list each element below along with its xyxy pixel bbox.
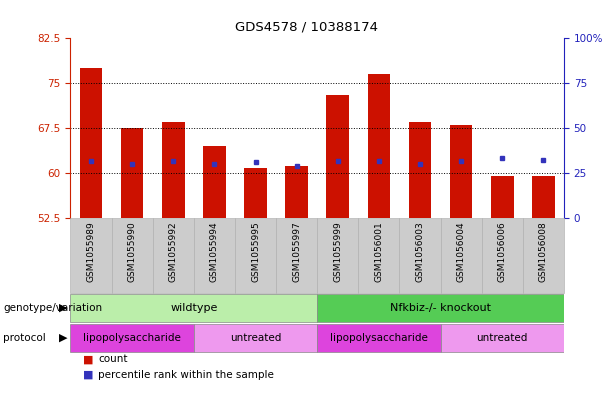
Text: GSM1055992: GSM1055992	[169, 222, 178, 283]
Bar	[532, 176, 555, 218]
Text: percentile rank within the sample: percentile rank within the sample	[98, 370, 274, 380]
Text: GSM1055990: GSM1055990	[128, 222, 137, 283]
Text: GSM1055995: GSM1055995	[251, 222, 260, 283]
Text: lipopolysaccharide: lipopolysaccharide	[83, 333, 181, 343]
Bar	[523, 218, 564, 293]
Text: GSM1055989: GSM1055989	[86, 222, 96, 283]
Bar	[194, 218, 235, 293]
Bar	[359, 218, 400, 293]
Text: GSM1055999: GSM1055999	[333, 222, 342, 283]
Text: GSM1056008: GSM1056008	[539, 222, 548, 283]
Bar	[441, 218, 482, 293]
Bar	[318, 324, 441, 352]
Text: count: count	[98, 354, 128, 364]
Bar	[121, 128, 143, 218]
Text: ■: ■	[83, 370, 93, 380]
Bar	[194, 324, 318, 352]
Bar	[235, 218, 276, 293]
Bar	[491, 176, 514, 218]
Text: untreated: untreated	[476, 333, 528, 343]
Bar	[318, 218, 359, 293]
Bar	[327, 95, 349, 218]
Bar	[441, 324, 564, 352]
Bar	[162, 122, 185, 218]
Text: GSM1056001: GSM1056001	[375, 222, 383, 283]
Text: GSM1056006: GSM1056006	[498, 222, 507, 283]
Bar	[70, 218, 112, 293]
Text: genotype/variation: genotype/variation	[3, 303, 102, 313]
Bar	[400, 218, 441, 293]
Bar	[70, 324, 194, 352]
Text: ▶: ▶	[59, 333, 67, 343]
Text: Nfkbiz-/- knockout: Nfkbiz-/- knockout	[390, 303, 491, 313]
Bar	[112, 218, 153, 293]
Bar	[318, 294, 564, 322]
Bar	[203, 146, 226, 218]
Bar	[153, 218, 194, 293]
Bar	[70, 294, 318, 322]
Bar	[244, 168, 267, 218]
Bar	[368, 74, 390, 218]
Bar	[80, 68, 102, 218]
Text: GSM1056003: GSM1056003	[416, 222, 425, 283]
Bar	[450, 125, 473, 218]
Text: lipopolysaccharide: lipopolysaccharide	[330, 333, 428, 343]
Bar	[409, 122, 432, 218]
Text: protocol: protocol	[3, 333, 46, 343]
Bar	[286, 166, 308, 218]
Text: GDS4578 / 10388174: GDS4578 / 10388174	[235, 21, 378, 34]
Bar	[482, 218, 523, 293]
Bar	[276, 218, 318, 293]
Text: ■: ■	[83, 354, 93, 364]
Text: ▶: ▶	[59, 303, 67, 313]
Text: GSM1056004: GSM1056004	[457, 222, 466, 283]
Text: untreated: untreated	[230, 333, 281, 343]
Text: wildtype: wildtype	[170, 303, 218, 313]
Text: GSM1055997: GSM1055997	[292, 222, 301, 283]
Text: GSM1055994: GSM1055994	[210, 222, 219, 283]
